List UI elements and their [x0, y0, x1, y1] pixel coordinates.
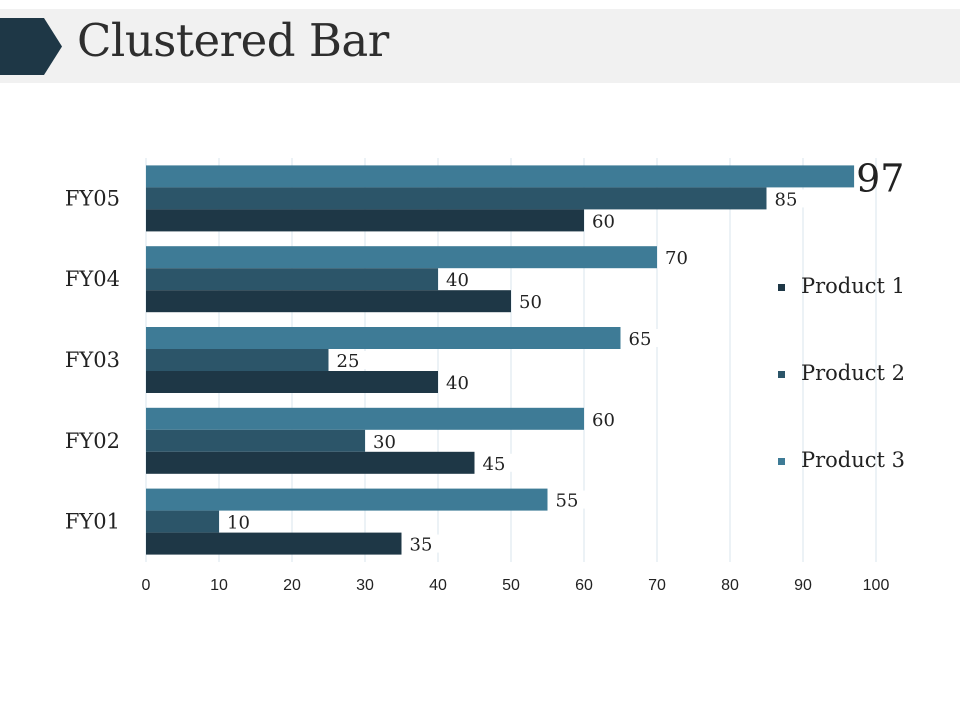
- category-labels: FY01 FY02 FY03 FY04 FY05: [65, 186, 120, 533]
- category-label: FY04: [65, 267, 120, 291]
- category-label: FY03: [65, 348, 120, 372]
- data-label-background: [621, 329, 660, 347]
- data-labels: 55 10 35 60 30 45 65 25 40 70 40 50 97 85 60: [220, 156, 904, 556]
- legend-item-product-2: Product 2: [770, 359, 950, 446]
- data-label-background: [512, 292, 550, 311]
- x-tick-label: 10: [210, 577, 228, 594]
- data-label-background: [439, 373, 477, 391]
- legend: Product 1 Product 2 Product 3: [770, 272, 950, 533]
- bar: [146, 209, 584, 232]
- legend-swatch-product-1: [778, 284, 785, 291]
- data-label-background: [366, 431, 404, 450]
- x-tick-label: 20: [283, 577, 301, 594]
- x-tick-label: 60: [575, 577, 593, 594]
- bar: [146, 488, 548, 511]
- data-label: 50: [519, 292, 542, 313]
- data-label-background: [585, 409, 623, 428]
- data-label: 30: [373, 432, 396, 453]
- x-tick-label: 100: [863, 577, 890, 594]
- title-band: [0, 9, 960, 83]
- bar: [146, 429, 365, 452]
- x-axis-tick-labels: 0 10 20 30 40 50 60 70 80 90 100: [142, 577, 890, 594]
- data-label: 40: [446, 270, 469, 291]
- data-label-background: [475, 453, 514, 472]
- data-label-background: [220, 512, 258, 531]
- data-label: 60: [592, 211, 615, 232]
- data-label-background: [439, 270, 477, 289]
- category-label: FY02: [65, 429, 120, 453]
- data-label-background: [658, 248, 696, 267]
- legend-swatch-product-2: [778, 371, 785, 378]
- bar: [146, 246, 657, 269]
- data-label-background: [767, 189, 806, 208]
- data-label: 97: [856, 156, 904, 200]
- x-tick-label: 30: [356, 577, 374, 594]
- bar: [146, 510, 219, 533]
- data-label: 70: [665, 248, 688, 269]
- x-tick-label: 90: [794, 577, 812, 594]
- category-label: FY05: [65, 186, 120, 210]
- category-label: FY01: [65, 510, 120, 534]
- data-label: 10: [227, 513, 250, 534]
- data-label: 40: [446, 373, 469, 394]
- data-label-background: [548, 490, 587, 509]
- data-label-background: [329, 351, 368, 369]
- x-tick-label: 40: [429, 577, 447, 594]
- data-label: 25: [337, 351, 360, 372]
- x-tick-label: 50: [502, 577, 520, 594]
- bars: [146, 165, 855, 555]
- legend-label-product-2: Product 2: [801, 361, 906, 385]
- bar: [146, 290, 511, 313]
- bar: [146, 371, 438, 393]
- bar: [146, 327, 621, 349]
- legend-label-product-3: Product 3: [801, 448, 906, 472]
- legend-swatch-product-3: [778, 458, 785, 465]
- bar: [146, 349, 329, 371]
- legend-label-product-1: Product 1: [801, 274, 906, 298]
- data-label: 35: [410, 535, 433, 556]
- bar: [146, 187, 767, 210]
- bar: [146, 407, 584, 430]
- legend-item-product-3: Product 3: [770, 446, 950, 533]
- legend-item-product-1: Product 1: [770, 272, 950, 359]
- bar: [146, 451, 475, 474]
- page-title: Clustered Bar: [77, 14, 389, 67]
- title-arrow-icon: [0, 18, 62, 75]
- bar: [146, 268, 438, 291]
- data-label: 55: [556, 491, 579, 512]
- x-tick-label: 80: [721, 577, 739, 594]
- x-tick-label: 70: [648, 577, 666, 594]
- bar: [146, 532, 402, 555]
- data-label-background: [402, 534, 441, 553]
- x-tick-label: 0: [142, 577, 151, 594]
- data-label: 60: [592, 410, 615, 431]
- data-label: 45: [483, 454, 506, 475]
- data-label: 85: [775, 189, 798, 210]
- bar: [146, 165, 855, 188]
- data-label-background: [585, 211, 623, 230]
- data-label: 65: [629, 329, 652, 350]
